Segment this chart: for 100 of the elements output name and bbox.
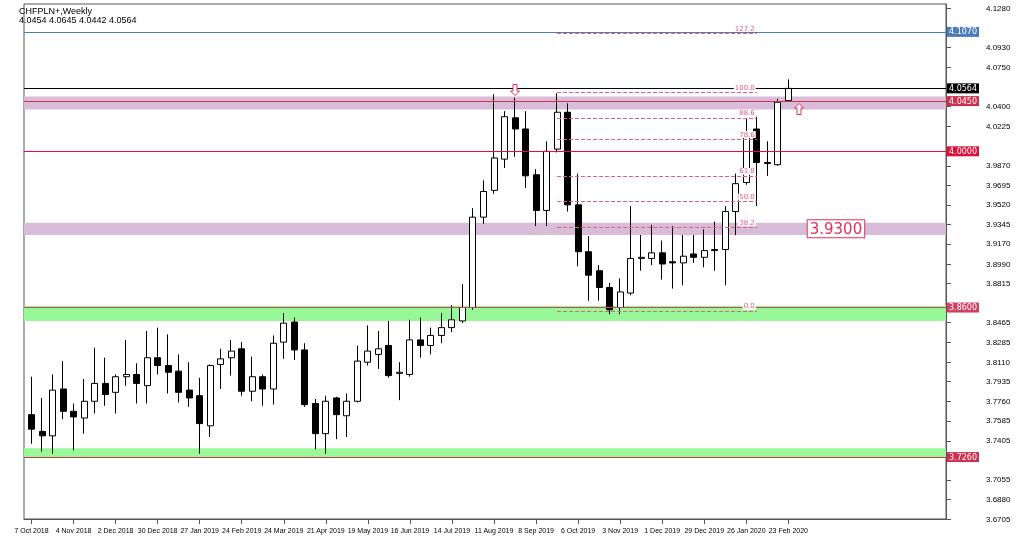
y-tick-label: 3.7585 bbox=[986, 416, 1012, 426]
candlestick bbox=[543, 140, 550, 227]
candlestick bbox=[469, 207, 476, 311]
candlestick bbox=[39, 397, 46, 452]
candlestick bbox=[406, 319, 413, 378]
candlestick bbox=[301, 342, 308, 408]
candlestick bbox=[669, 225, 676, 290]
candlestick bbox=[238, 341, 245, 397]
y-tick-label: 3.6880 bbox=[986, 494, 1012, 504]
candlestick bbox=[427, 327, 434, 355]
candlestick bbox=[585, 235, 592, 302]
candlestick bbox=[364, 324, 371, 367]
ref-line-label: 3.8600 bbox=[949, 303, 977, 313]
ref-line-label: 3.7260 bbox=[949, 452, 977, 462]
candlestick bbox=[701, 228, 708, 268]
candlestick bbox=[638, 234, 645, 272]
candlestick bbox=[417, 317, 424, 359]
candlestick bbox=[207, 363, 214, 438]
ref-line-label: 4.0450 bbox=[949, 96, 977, 106]
candlestick bbox=[459, 283, 466, 324]
candlestick bbox=[501, 110, 508, 169]
candlestick bbox=[648, 224, 655, 266]
candlestick bbox=[606, 282, 613, 315]
candlestick bbox=[438, 312, 445, 344]
candlestick bbox=[175, 353, 182, 403]
candlestick bbox=[385, 320, 392, 379]
candlestick bbox=[564, 102, 571, 213]
candlestick bbox=[280, 312, 287, 360]
candlestick bbox=[259, 373, 266, 407]
y-tick-label: 3.8110 bbox=[986, 357, 1011, 367]
candlestick bbox=[753, 116, 760, 207]
y-tick-label: 4.1280 bbox=[986, 3, 1012, 13]
candlestick bbox=[270, 334, 277, 406]
candlestick bbox=[186, 361, 193, 408]
candlestick bbox=[343, 392, 350, 438]
y-tick-label: 3.7405 bbox=[986, 436, 1012, 446]
y-tick-label: 4.0930 bbox=[986, 43, 1012, 53]
ref-line-label: 4.0564 bbox=[949, 83, 977, 93]
candlestick bbox=[659, 240, 666, 281]
candlestick bbox=[354, 344, 361, 403]
chart-title: CHFPLN+,Weekly bbox=[19, 5, 93, 16]
candlestick bbox=[596, 264, 603, 302]
candlestick bbox=[522, 110, 529, 189]
candlestick bbox=[690, 234, 697, 264]
candlestick bbox=[711, 221, 718, 272]
y-tick-label: 3.6705 bbox=[986, 514, 1012, 524]
y-tick-label: 3.9520 bbox=[986, 200, 1012, 210]
candlestick bbox=[28, 376, 35, 445]
candlestick bbox=[123, 339, 130, 387]
y-tick-label: 3.8990 bbox=[986, 259, 1012, 269]
y-tick-label: 4.0225 bbox=[986, 121, 1012, 131]
y-tick-label: 3.7055 bbox=[986, 475, 1012, 485]
candlestick bbox=[533, 168, 540, 227]
candlestick bbox=[112, 373, 119, 415]
band-label: 3.9300 bbox=[809, 219, 863, 238]
candlestick bbox=[512, 97, 519, 158]
candlestick bbox=[102, 357, 109, 407]
y-tick-label: 3.8285 bbox=[986, 338, 1012, 348]
candlestick bbox=[396, 361, 403, 401]
candlestick bbox=[722, 205, 729, 286]
candlestick bbox=[448, 304, 455, 333]
y-tick-label: 3.9870 bbox=[986, 161, 1012, 171]
y-tick-label: 4.0750 bbox=[986, 63, 1012, 73]
candlestick bbox=[554, 92, 561, 153]
candlestick bbox=[617, 278, 624, 315]
candlestick bbox=[322, 395, 329, 455]
candlestick bbox=[154, 327, 161, 375]
y-tick-label: 3.9345 bbox=[986, 219, 1012, 229]
candlestick bbox=[133, 362, 140, 404]
candlestick bbox=[196, 377, 203, 455]
candlestick bbox=[60, 360, 67, 420]
candlestick bbox=[575, 173, 582, 267]
candlestick bbox=[480, 179, 487, 225]
y-tick-label: 3.8815 bbox=[986, 279, 1012, 289]
candlestick bbox=[764, 140, 771, 177]
y-tick-label: 3.7760 bbox=[986, 396, 1012, 406]
y-tick-label: 3.8465 bbox=[986, 318, 1012, 328]
candlestick bbox=[81, 378, 88, 435]
candlestick bbox=[91, 347, 98, 415]
candlestick bbox=[217, 348, 224, 390]
candlestick bbox=[312, 398, 319, 450]
candlestick bbox=[680, 234, 687, 286]
candlestick bbox=[291, 317, 298, 361]
candlestick bbox=[627, 205, 634, 296]
candlestick bbox=[491, 93, 498, 195]
candlestick bbox=[165, 333, 172, 394]
candlestick bbox=[333, 396, 340, 440]
candlestick bbox=[774, 98, 781, 167]
y-tick-label: 4.0400 bbox=[986, 102, 1012, 112]
y-tick-label: 3.7935 bbox=[986, 377, 1012, 387]
ref-line-label: 4.0000 bbox=[949, 146, 977, 156]
ref-line-label: 4.1070 bbox=[949, 27, 977, 37]
candlestick bbox=[144, 330, 151, 404]
text: 4.0454 4.0645 4.0442 4.0564 bbox=[19, 14, 137, 25]
candlestick bbox=[249, 356, 256, 402]
candlestick bbox=[375, 330, 382, 370]
y-tick-label: 3.9695 bbox=[986, 180, 1012, 190]
candlestick bbox=[228, 339, 235, 377]
y-tick-label: 3.9170 bbox=[986, 239, 1012, 249]
candlestick bbox=[70, 403, 77, 451]
